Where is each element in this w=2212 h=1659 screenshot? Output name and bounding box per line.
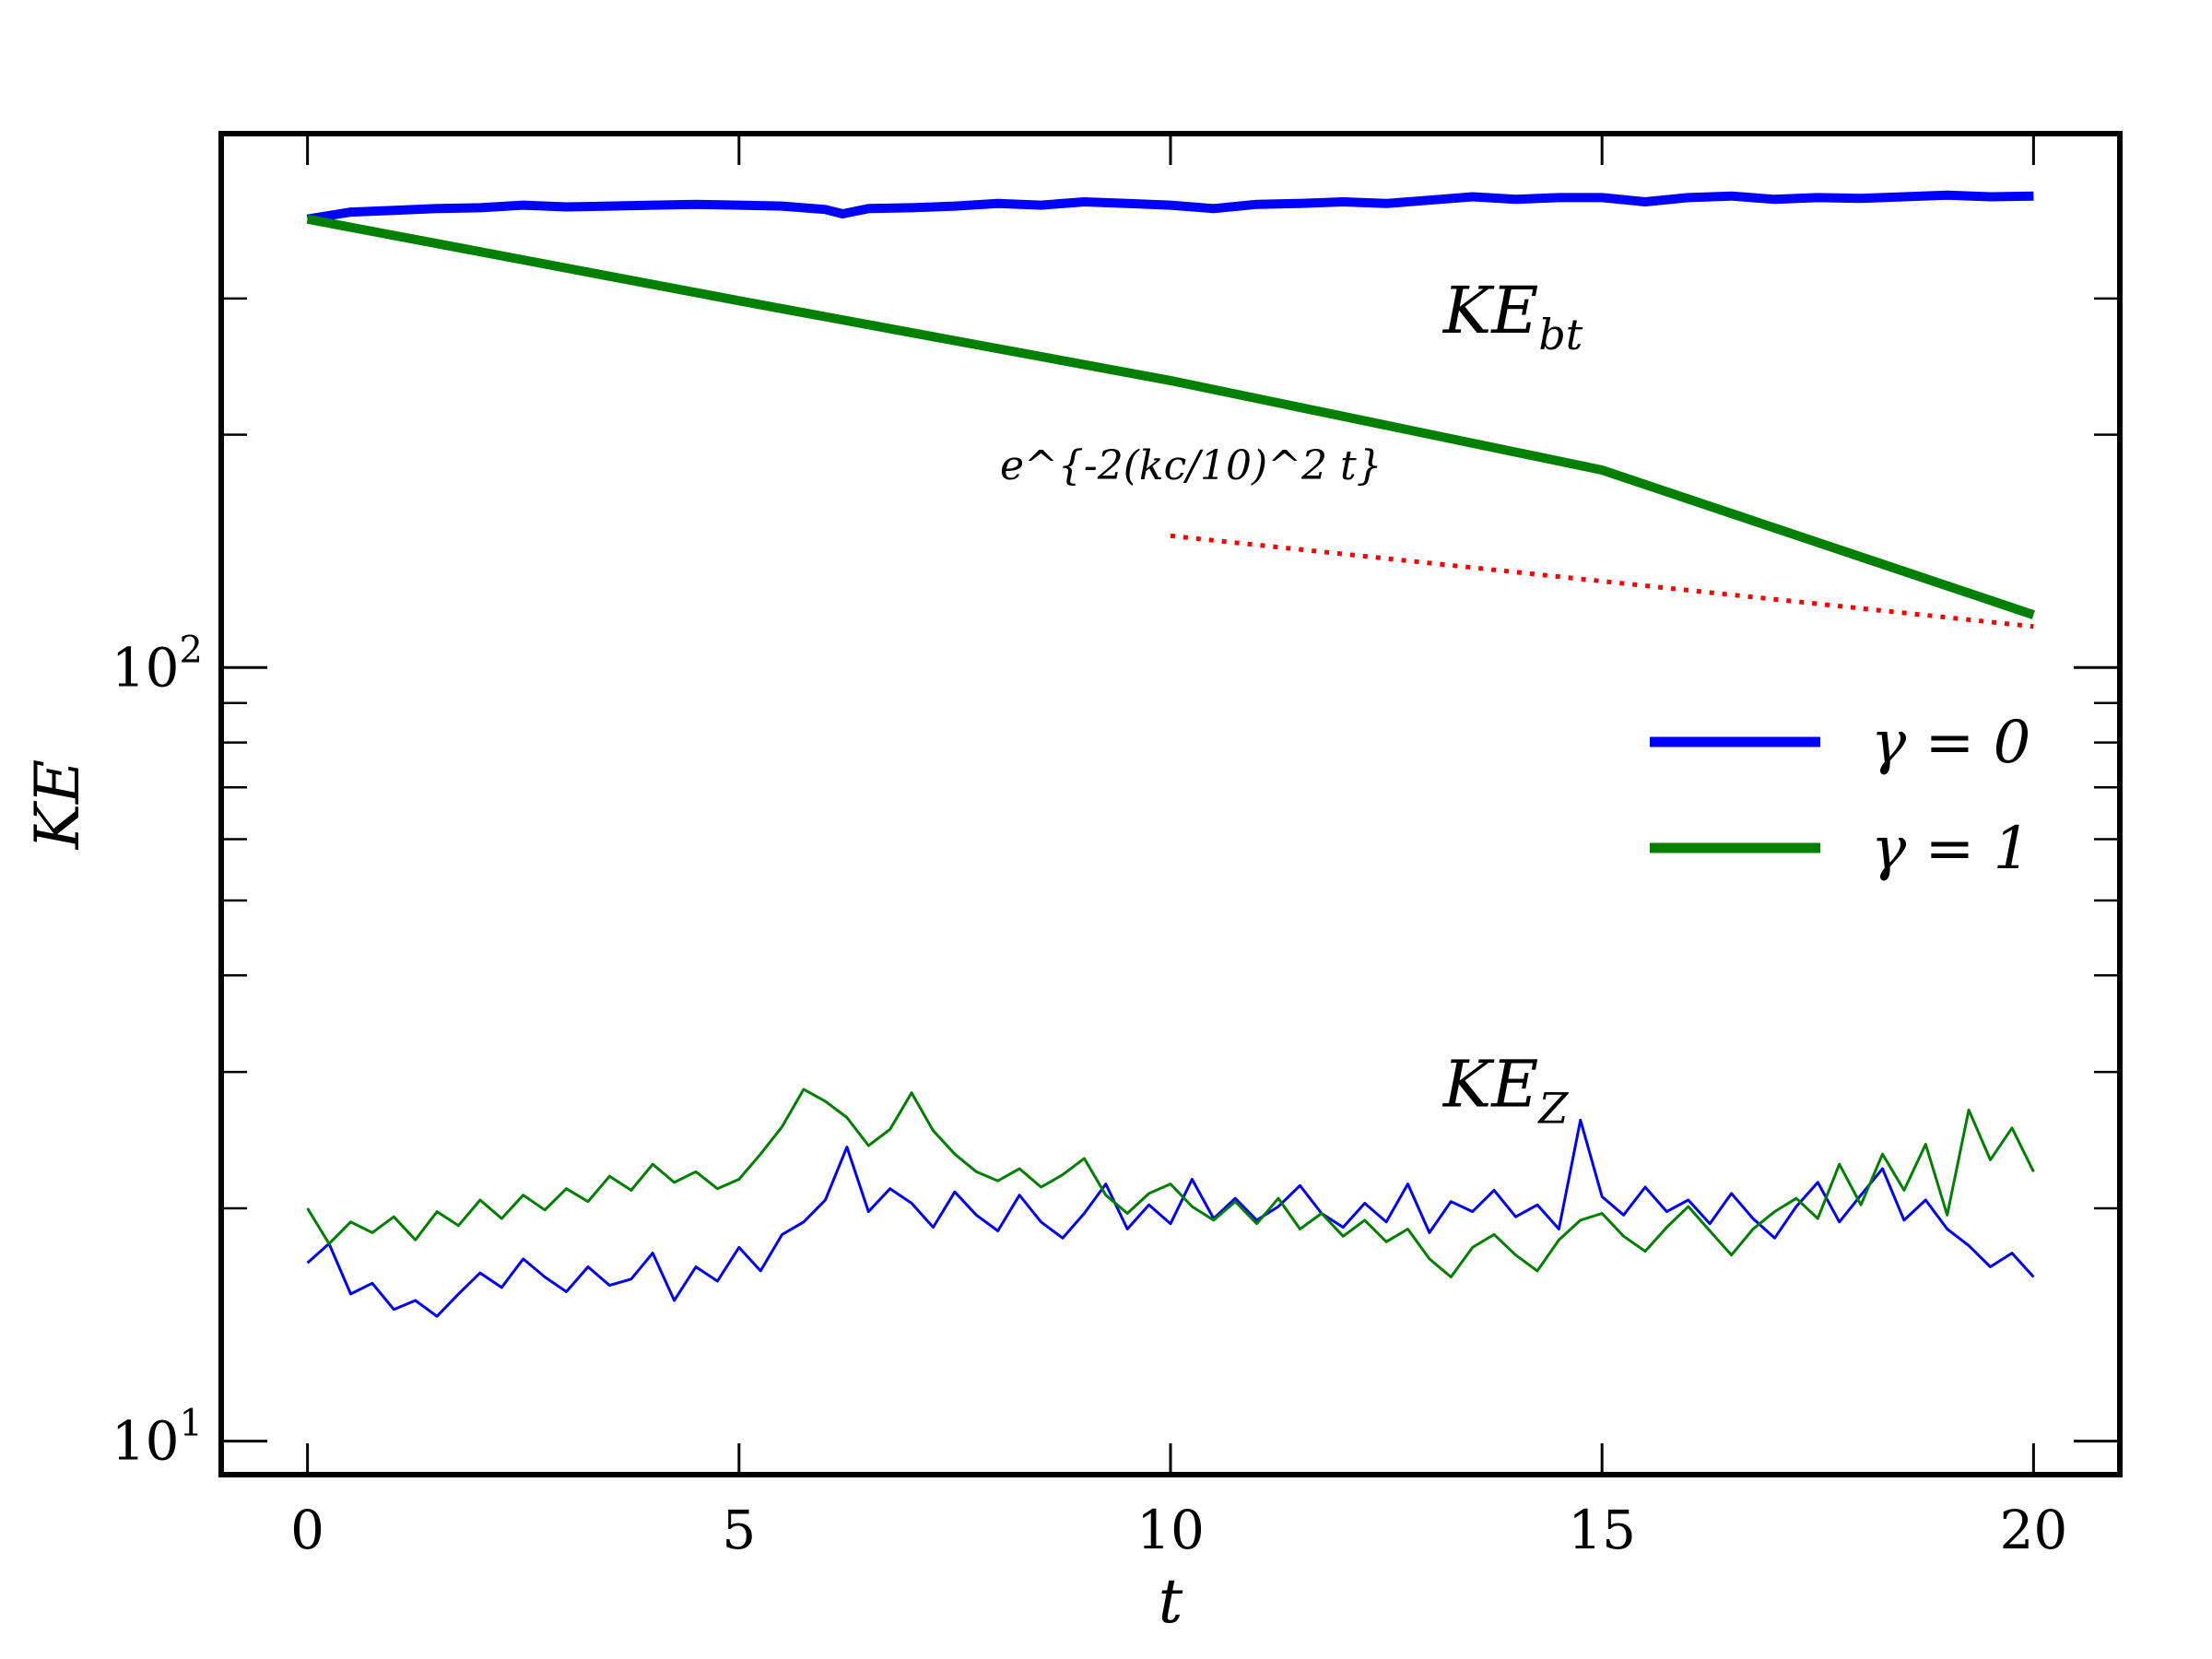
- y-tick-label: 102: [112, 629, 203, 699]
- x-tick-label: 20: [1999, 1499, 2067, 1561]
- x-tick-label: 15: [1568, 1499, 1636, 1561]
- series-ke-z-gamma-0: [306, 1118, 2035, 1318]
- series-ke-bt-gamma-0: [306, 190, 2034, 224]
- series-ke-z-gamma-1: [306, 1088, 2035, 1278]
- legend-label-gamma-1: γ = 1: [1871, 815, 2030, 883]
- plot-frame: [218, 131, 2123, 1477]
- legend-label-gamma-0: γ = 0: [1871, 709, 2030, 777]
- series-ke-bt-gamma-1: [306, 214, 2035, 619]
- x-tick-label: 10: [1136, 1499, 1205, 1561]
- tick-layer: 0 5 10 15 20 101 102: [112, 134, 2120, 1561]
- x-tick-label: 5: [722, 1499, 756, 1561]
- y-tick-label: 101: [112, 1403, 203, 1473]
- fit-annotation: e^{-2(kc/10)^2 t}: [1000, 442, 1382, 489]
- x-axis-label: t: [1159, 1566, 1183, 1637]
- ke-bt-annotation: KEbt: [1441, 273, 1583, 359]
- exponential-fit-line: [1170, 533, 2034, 629]
- y-axis-label: KE: [22, 759, 93, 851]
- legend: γ = 0 γ = 1: [1650, 709, 2030, 883]
- x-tick-label: 0: [290, 1499, 324, 1561]
- series-layer: [306, 190, 2035, 1318]
- ke-z-annotation: KEZ: [1441, 1047, 1569, 1134]
